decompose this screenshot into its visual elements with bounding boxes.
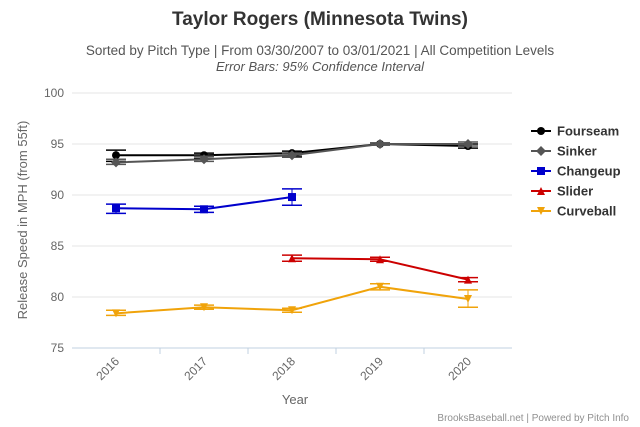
y-axis-ticks: 75 80 85 90 95 100	[44, 86, 64, 355]
slider-point[interactable]	[288, 254, 296, 263]
legend-item-curveball[interactable]: Curveball	[531, 204, 616, 219]
series-slider	[282, 254, 478, 284]
legend-marker[interactable]	[537, 127, 545, 135]
chart-title: Taylor Rogers (Minnesota Twins)	[172, 9, 468, 30]
y-tick-label: 90	[51, 188, 65, 202]
slider-point[interactable]	[464, 275, 472, 284]
curveball-point[interactable]	[112, 309, 120, 318]
sinker-point[interactable]	[199, 154, 209, 165]
sinker-point[interactable]	[375, 139, 385, 149]
changeup-point[interactable]	[288, 193, 296, 202]
legend-item-fourseam[interactable]: Fourseam	[531, 124, 619, 139]
sinker-point[interactable]	[463, 139, 473, 149]
legend-label[interactable]: Changeup	[557, 164, 621, 179]
y-tick-label: 100	[44, 86, 64, 100]
legend-item-slider[interactable]: Slider	[531, 184, 593, 199]
y-tick-label: 95	[51, 137, 65, 151]
sinker-point[interactable]	[287, 150, 297, 161]
legend-label[interactable]: Fourseam	[557, 124, 619, 139]
grid	[72, 92, 512, 349]
y-tick-label: 85	[51, 239, 65, 253]
legend-marker[interactable]	[537, 207, 545, 215]
series-changeup	[106, 188, 302, 215]
sinker-point[interactable]	[111, 157, 121, 168]
curveball-point[interactable]	[288, 306, 296, 315]
curveball-point[interactable]	[200, 303, 208, 312]
legend-marker[interactable]	[537, 187, 545, 195]
legend-marker[interactable]	[537, 167, 545, 175]
legend[interactable]: Fourseam Sinker Changeup Slider Curveball	[531, 124, 621, 219]
y-tick-label: 80	[51, 290, 65, 304]
curveball-point[interactable]	[376, 282, 384, 291]
legend-marker[interactable]	[536, 146, 546, 156]
changeup-point[interactable]	[112, 204, 120, 213]
series-curveball	[106, 282, 478, 318]
slider-point[interactable]	[376, 255, 384, 264]
legend-item-changeup[interactable]: Changeup	[531, 164, 621, 179]
fourseam-point[interactable]	[112, 151, 120, 160]
y-axis-label: Release Speed in MPH (from 55ft)	[15, 121, 30, 320]
chart-subtitle-error-bars: Error Bars: 95% Confidence Interval	[216, 59, 425, 74]
legend-label[interactable]: Slider	[557, 184, 593, 199]
series	[106, 139, 478, 318]
legend-item-sinker[interactable]: Sinker	[531, 144, 597, 159]
curveball-point[interactable]	[464, 295, 472, 304]
series-sinker	[106, 139, 478, 168]
legend-label[interactable]: Curveball	[557, 204, 616, 219]
legend-label[interactable]: Sinker	[557, 144, 597, 159]
y-tick-label: 75	[51, 341, 65, 355]
chart-credits[interactable]: BrooksBaseball.net | Powered by Pitch In…	[437, 413, 629, 424]
changeup-point[interactable]	[200, 205, 208, 214]
chart-subtitle: Sorted by Pitch Type | From 03/30/2007 t…	[86, 43, 555, 58]
x-axis-label: Year	[282, 392, 309, 407]
